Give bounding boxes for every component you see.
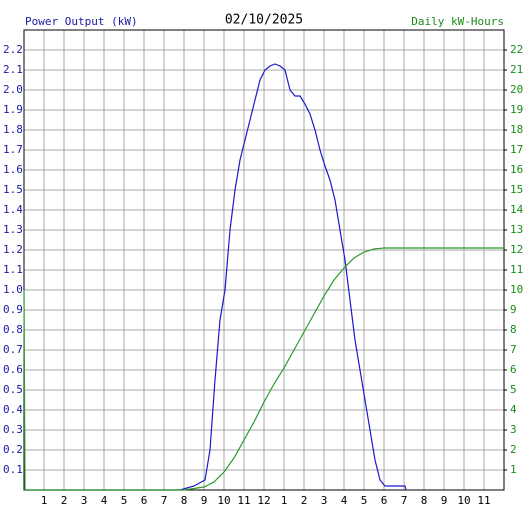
y-tick-label: 0.2: [3, 443, 23, 456]
x-tick-label: 10: [457, 494, 470, 507]
line-series: [23, 247, 504, 491]
y-tick-label: 1.7: [3, 143, 23, 156]
x-tick-label: 4: [341, 494, 348, 507]
x-tick-label: 7: [401, 494, 408, 507]
y2-tick-label: 6: [510, 363, 517, 376]
y-tick-label: 1.8: [3, 123, 23, 136]
x-tick-label: 10: [217, 494, 230, 507]
y2-tick-label: 16: [510, 163, 523, 176]
x-tick-label: 5: [121, 494, 128, 507]
y2-tick-label: 4: [510, 403, 517, 416]
x-tick-label: 12: [257, 494, 270, 507]
y2-tick-label: 14: [510, 203, 524, 216]
y-tick-label: 1.1: [3, 263, 23, 276]
x-tick-label: 3: [81, 494, 88, 507]
y-tick-label: 0.1: [3, 463, 23, 476]
x-tick-label: 7: [161, 494, 168, 507]
y2-tick-label: 11: [510, 263, 523, 276]
y-tick-label: 0.4: [3, 403, 23, 416]
y2-tick-label: 18: [510, 123, 523, 136]
y2-tick-label: 15: [510, 183, 523, 196]
y-tick-label: 1.5: [3, 183, 23, 196]
y-tick-label: 2.2: [3, 43, 23, 56]
chart-title: 02/10/2025: [225, 13, 303, 28]
y2-tick-label: 20: [510, 83, 523, 96]
y2-tick-label: 22: [510, 43, 523, 56]
y-tick-label: 1.6: [3, 163, 23, 176]
y2-tick-label: 5: [510, 383, 517, 396]
y-tick-label: 1.2: [3, 243, 23, 256]
x-tick-label: 11: [477, 494, 490, 507]
x-tick-label: 11: [237, 494, 250, 507]
x-tick-label: 9: [441, 494, 448, 507]
y-tick-label: 1.0: [3, 283, 23, 296]
y2-tick-label: 2: [510, 443, 517, 456]
y-tick-label: 0.9: [3, 303, 23, 316]
plot-frame: [23, 29, 505, 491]
x-tick-label: 6: [381, 494, 388, 507]
y2-tick-label: 21: [510, 63, 523, 76]
x-tick-label: 6: [141, 494, 148, 507]
x-tick-label: 2: [301, 494, 308, 507]
x-tick-label: 9: [201, 494, 208, 507]
x-tick-label: 5: [361, 494, 368, 507]
y-tick-label: 0.7: [3, 343, 23, 356]
x-tick-label: 3: [321, 494, 328, 507]
line-series: [24, 63, 407, 491]
x-tick-label: 8: [181, 494, 188, 507]
y-tick-label: 0.3: [3, 423, 23, 436]
y-tick-label: 1.3: [3, 223, 23, 236]
y2-tick-label: 1: [510, 463, 517, 476]
y2-tick-label: 17: [510, 143, 523, 156]
y2-tick-label: 8: [510, 323, 517, 336]
y-tick-label: 1.9: [3, 103, 23, 116]
y2-tick-label: 12: [510, 243, 523, 256]
y-tick-label: 2.1: [3, 63, 23, 76]
x-tick-label: 1: [281, 494, 288, 507]
y2-tick-label: 19: [510, 103, 523, 116]
y2-tick-label: 13: [510, 223, 523, 236]
y-axis-label: Power Output (kW): [25, 15, 138, 28]
y2-tick-label: 9: [510, 303, 517, 316]
y2-tick-label: 10: [510, 283, 523, 296]
y2-tick-label: 7: [510, 343, 517, 356]
y2-tick-label: 3: [510, 423, 517, 436]
y2-axis-label: Daily kW-Hours: [411, 15, 504, 28]
y-tick-label: 0.6: [3, 363, 23, 376]
x-tick-label: 2: [61, 494, 68, 507]
y-tick-label: 1.4: [3, 203, 23, 216]
y-tick-label: 2.0: [3, 83, 23, 96]
x-tick-label: 1: [41, 494, 48, 507]
x-tick-label: 4: [101, 494, 108, 507]
y-tick-label: 0.8: [3, 323, 23, 336]
y-tick-label: 0.5: [3, 383, 23, 396]
x-tick-label: 8: [421, 494, 428, 507]
